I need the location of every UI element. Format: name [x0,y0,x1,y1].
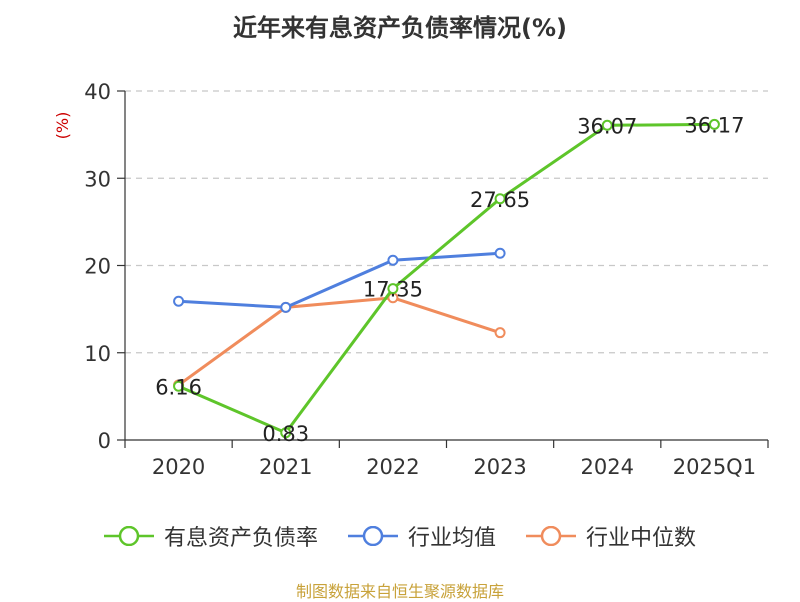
legend: 有息资产负债率 行业均值 行业中位数 [0,520,800,552]
data-label: 36.17 [684,113,744,137]
data-label: 27.65 [470,188,530,212]
data-point [388,256,397,265]
x-tick-label: 2020 [152,455,205,479]
data-label: 17.35 [363,278,423,302]
y-tick-label: 30 [84,167,111,191]
line-chart: (%) 0 10 20 30 40 2020 2021 2022 2023 2024 2025Q1 6.… [0,0,800,510]
y-axis-label: (%) [53,112,72,140]
x-tick-label: 2025Q1 [673,455,756,479]
x-tick-label: 2022 [366,455,419,479]
legend-label: 行业中位数 [586,520,696,552]
data-point [496,249,505,258]
data-label: 6.16 [155,375,202,399]
series-line [179,253,501,307]
x-tick-label: 2021 [259,455,312,479]
legend-marker-icon [348,526,398,546]
legend-item-有息资产负债率[interactable]: 有息资产负债率 [104,520,318,552]
legend-marker-icon [526,526,576,546]
y-tick-label: 40 [84,80,111,104]
y-tick-label: 10 [84,342,111,366]
legend-label: 行业均值 [408,520,496,552]
x-tick-label: 2024 [581,455,634,479]
legend-label: 有息资产负债率 [164,520,318,552]
data-point [496,328,505,337]
data-point [174,297,183,306]
legend-item-行业均值[interactable]: 行业均值 [348,520,496,552]
data-point [281,303,290,312]
y-tick-label: 20 [84,255,111,279]
legend-item-行业中位数[interactable]: 行业中位数 [526,520,696,552]
x-tick-label: 2023 [473,455,526,479]
series-line [179,298,501,385]
data-label: 36.07 [577,114,637,138]
series-line [179,124,715,432]
data-label: 0.83 [262,422,309,446]
y-tick-label: 0 [98,429,111,453]
source-note: 制图数据来自恒生聚源数据库 [0,578,800,602]
legend-marker-icon [104,526,154,546]
